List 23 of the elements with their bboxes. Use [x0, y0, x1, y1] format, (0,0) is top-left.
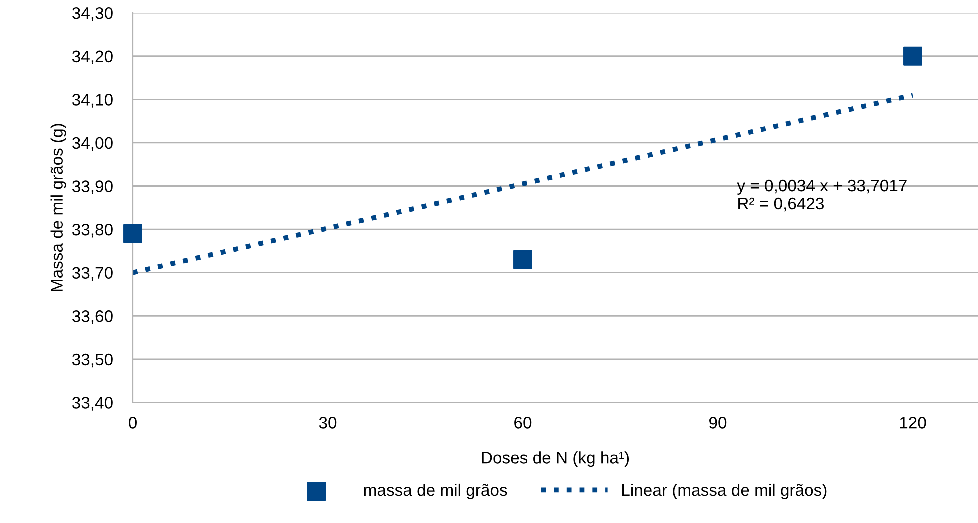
annotation: y = 0,0034 x + 33,7017 R² = 0,6423: [737, 180, 907, 212]
y-tick-label: 34,20: [72, 50, 113, 65]
y-tick-label: 34,30: [72, 7, 113, 22]
y-tick-label: 33,70: [72, 267, 113, 282]
y-axis-title: Massa de mil grãos (g): [50, 124, 66, 292]
x-tick-label: 0: [129, 417, 137, 429]
y-tick-label: 33,90: [72, 180, 113, 194]
legend-label: Linear (massa de mil grãos): [622, 484, 827, 500]
x-tick-label: 60: [514, 417, 532, 429]
y-tick-label: 34,00: [72, 137, 113, 152]
x-tick-label: 30: [319, 417, 337, 429]
y-tick-label: 33,80: [72, 224, 113, 238]
x-tick-label: 90: [710, 417, 727, 429]
point: [514, 250, 532, 270]
x-axis-title: Doses de N (kg ha¹): [482, 452, 630, 468]
point: [124, 224, 142, 244]
legend-label: massa de mil grãos: [364, 484, 508, 500]
x-tick-label: 120: [900, 417, 926, 429]
y-tick-label: 33,50: [72, 354, 113, 368]
y-tick-label: 33,40: [72, 397, 113, 411]
y-tick-label: 33,60: [72, 310, 113, 324]
point: [904, 46, 922, 66]
y-tick-label: 34,10: [72, 94, 113, 108]
